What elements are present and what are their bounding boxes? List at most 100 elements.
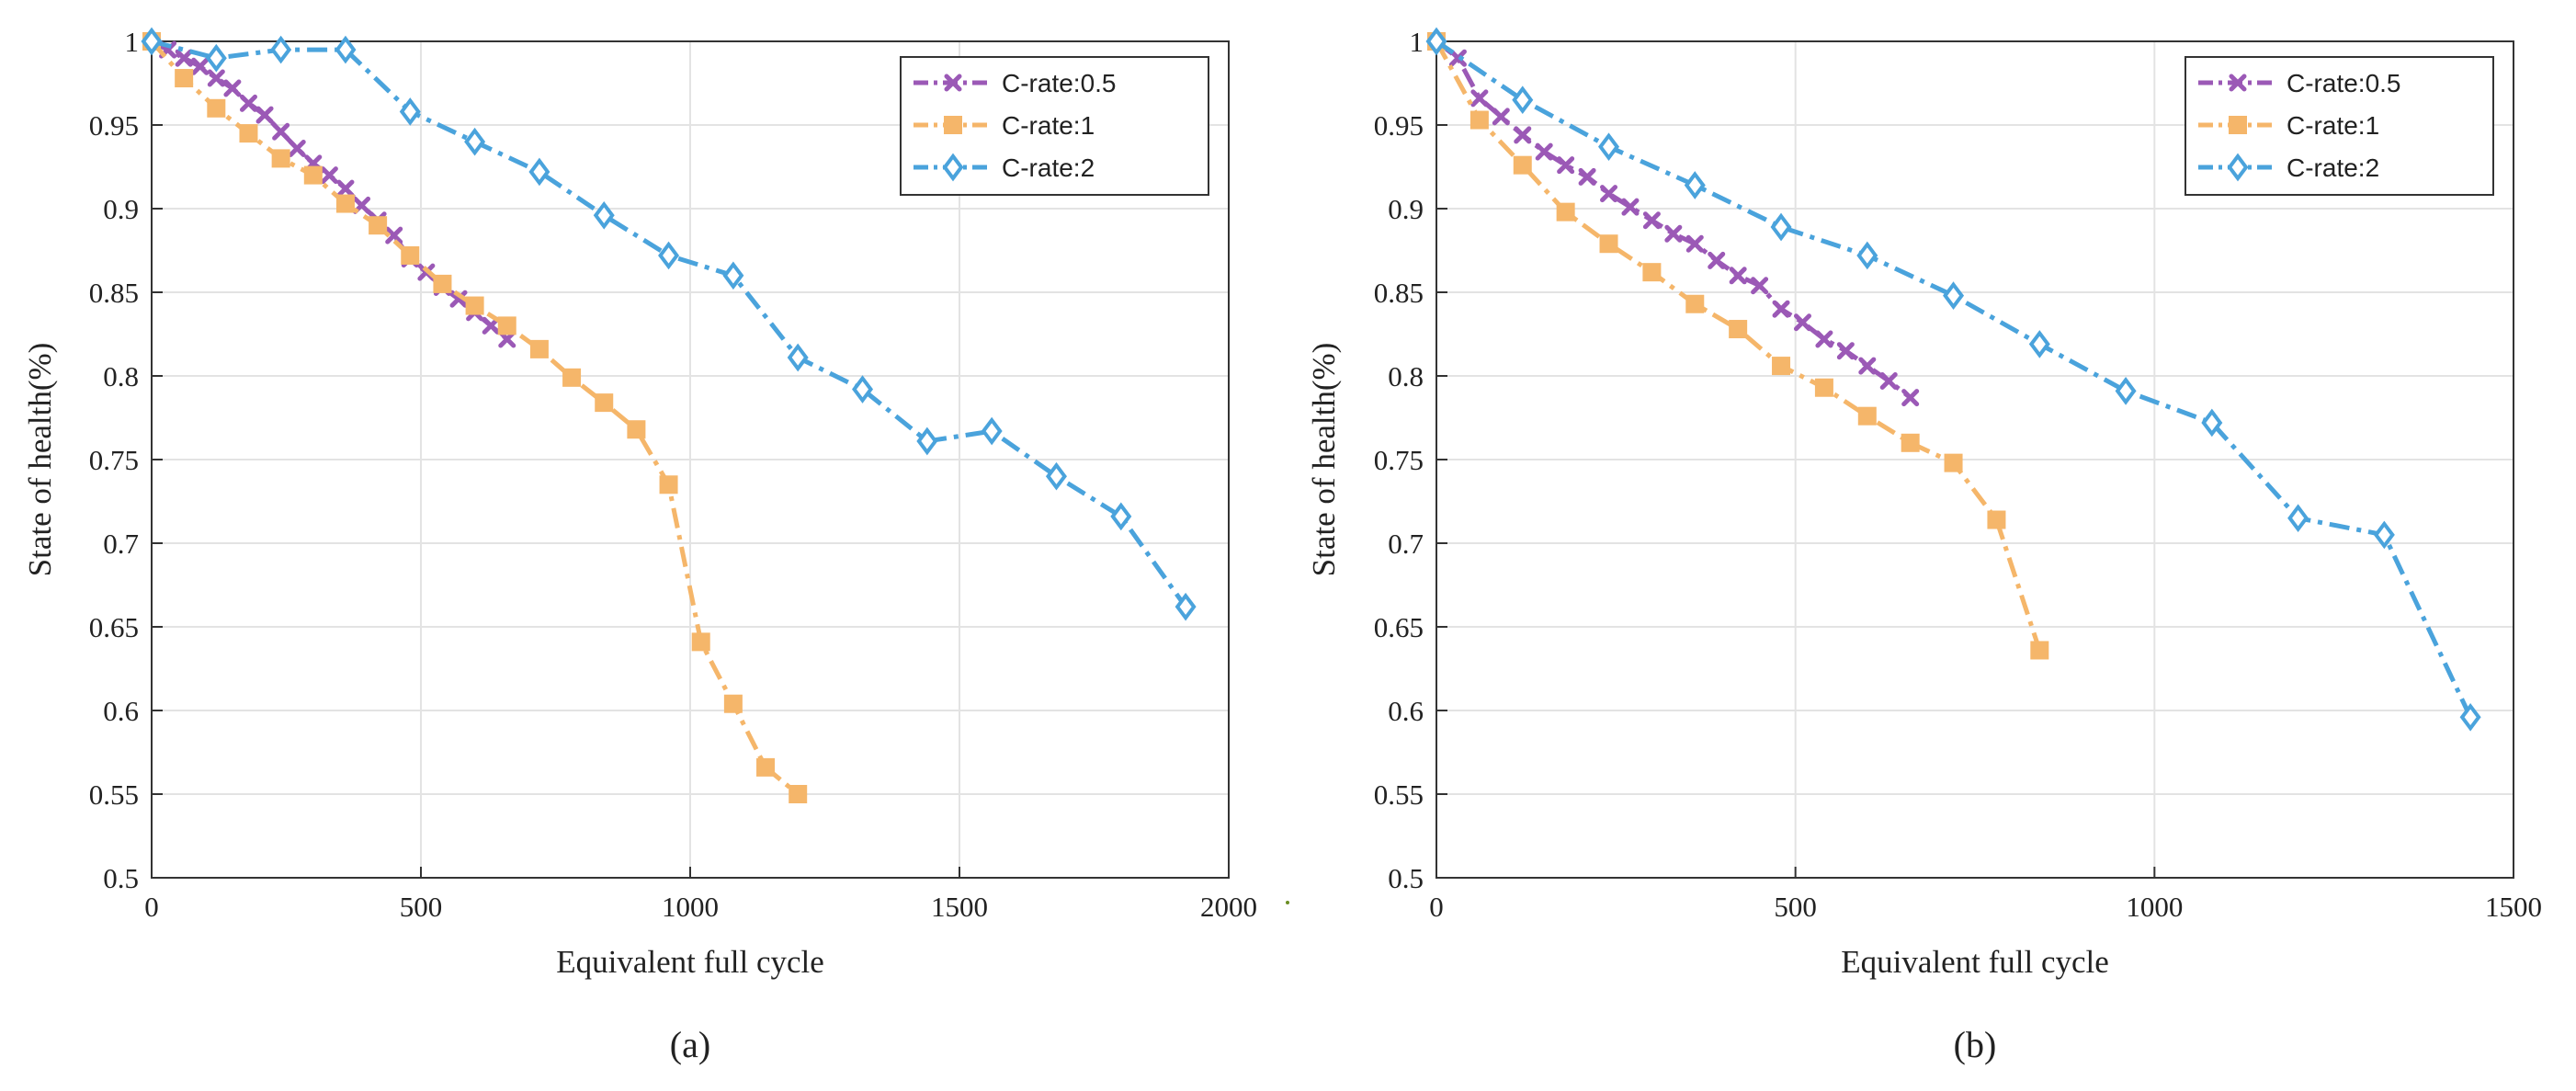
data-point-b-0-15 — [1751, 277, 1769, 295]
data-point-a-1-15 — [627, 420, 646, 439]
series-line-a-1 — [150, 40, 800, 796]
chart-panel-b: 0 500 1000 1500 0.5 0.55 0.6 0.65 0.7 0.75 0.8 0.85… — [1306, 26, 2542, 1065]
data-point-b-2-12 — [2459, 702, 2481, 732]
data-point-b-2-4 — [1770, 212, 1792, 242]
chart-panel-a: 0 500 1000 1500 2000 0.5 0.55 0.6 0.65 0.7 0.75 0.8… — [22, 26, 1257, 1065]
data-point-b-0-5 — [1535, 142, 1553, 161]
data-point-b-2-10 — [2287, 504, 2309, 533]
y-tick-label-a-4: 0.7 — [103, 528, 139, 560]
data-point-b-1-5 — [1642, 263, 1662, 282]
data-point-b-0-21 — [1879, 371, 1898, 390]
x-tick-label-b-0: 0 — [1429, 891, 1444, 923]
y-tick-label-b-4: 0.7 — [1388, 528, 1424, 560]
y-tick-label-a-8: 0.9 — [103, 193, 139, 225]
data-point-a-1-5 — [303, 165, 323, 185]
data-point-b-0-3 — [1492, 108, 1510, 126]
data-point-a-2-15 — [1110, 502, 1132, 531]
data-point-b-2-7 — [2028, 330, 2050, 358]
y-tick-label-b-5: 0.75 — [1374, 444, 1424, 476]
data-point-b-1-2 — [1513, 155, 1532, 175]
data-point-a-0-8 — [272, 122, 290, 141]
y-tick-label-a-2: 0.6 — [103, 695, 139, 727]
series-b-2 — [1425, 27, 2481, 732]
data-point-a-1-9 — [433, 274, 452, 293]
series-a-1 — [142, 32, 808, 803]
data-point-a-2-14 — [1045, 461, 1067, 491]
data-point-b-0-16 — [1772, 300, 1790, 318]
x-tick-label-b-3: 1500 — [2485, 891, 2542, 923]
data-point-a-1-10 — [465, 296, 484, 315]
data-point-a-0-4 — [207, 69, 225, 87]
data-point-b-2-3 — [1684, 171, 1706, 199]
data-point-b-1-14 — [2030, 641, 2049, 660]
data-point-a-2-8 — [658, 241, 680, 270]
data-point-a-2-12 — [916, 426, 938, 456]
legend-marker-a-1 — [944, 116, 962, 134]
data-point-b-1-12 — [1944, 453, 1963, 472]
data-point-a-2-7 — [593, 200, 615, 230]
data-point-a-1-14 — [595, 393, 614, 413]
data-point-a-0-12 — [336, 179, 355, 198]
grid-a — [151, 40, 1230, 879]
data-point-b-0-22 — [1901, 389, 1920, 407]
data-point-b-1-6 — [1685, 294, 1705, 313]
data-point-a-0-21 — [482, 316, 500, 335]
legend-marker-a-2 — [942, 153, 964, 182]
y-tick-label-b-10: 1 — [1410, 26, 1424, 58]
legend-a: C-rate:0.5 C-rate:1 C-rate:2 — [900, 56, 1209, 196]
legend-label-a-2: C-rate:2 — [1002, 153, 1095, 182]
data-point-a-1-11 — [497, 316, 516, 335]
data-point-b-0-13 — [1708, 251, 1726, 269]
y-tick-label-b-3: 0.65 — [1374, 611, 1424, 643]
data-point-a-1-19 — [756, 757, 776, 777]
data-point-a-1-7 — [369, 216, 388, 235]
data-point-a-0-7 — [255, 106, 274, 124]
data-point-a-1-3 — [239, 124, 258, 143]
data-point-a-2-5 — [464, 127, 486, 156]
x-axis-label-b: Equivalent full cycle — [1841, 944, 2109, 980]
data-point-b-1-1 — [1470, 110, 1489, 130]
data-point-b-2-5 — [1856, 241, 1878, 270]
data-point-a-1-4 — [271, 149, 290, 168]
data-point-a-2-2 — [270, 35, 292, 64]
x-tick-label-a-2: 1000 — [662, 891, 719, 923]
legend-marker-b-2 — [2227, 153, 2249, 182]
data-point-a-2-9 — [722, 261, 744, 290]
data-point-b-0-12 — [1685, 234, 1704, 253]
y-tick-label-b-7: 0.85 — [1374, 277, 1424, 309]
data-point-b-1-9 — [1814, 378, 1833, 397]
data-point-a-2-16 — [1175, 592, 1197, 621]
data-point-b-0-10 — [1642, 211, 1661, 230]
data-point-a-1-2 — [207, 98, 226, 118]
data-point-a-2-4 — [399, 97, 421, 126]
legend-label-a-0: C-rate:0.5 — [1002, 69, 1117, 97]
legend-label-b-1: C-rate:1 — [2287, 111, 2379, 140]
x-tick-label-a-4: 2000 — [1200, 891, 1257, 923]
data-point-a-1-12 — [529, 339, 549, 358]
legend-marker-b-1 — [2229, 116, 2247, 134]
ticks-a: 0 500 1000 1500 2000 0.5 0.55 0.6 0.65 0.7 0.75 0.8… — [89, 26, 1257, 923]
caption-b: (b) — [1954, 1024, 1997, 1065]
data-point-b-1-7 — [1729, 320, 1748, 339]
legend-marker-b-0 — [2229, 74, 2247, 92]
y-tick-label-a-10: 1 — [125, 26, 140, 58]
y-tick-label-a-5: 0.75 — [89, 444, 139, 476]
data-point-a-0-9 — [288, 139, 306, 157]
series-layer-a — [141, 27, 1197, 803]
data-point-a-2-13 — [981, 416, 1003, 446]
data-point-a-1-1 — [175, 69, 194, 88]
data-point-b-0-18 — [1815, 330, 1833, 348]
data-point-b-0-1 — [1448, 49, 1467, 67]
data-point-b-2-8 — [2115, 377, 2137, 405]
y-tick-label-a-7: 0.85 — [89, 277, 139, 309]
data-point-b-1-13 — [1987, 510, 2006, 529]
data-point-a-1-18 — [723, 694, 743, 713]
data-point-a-2-6 — [528, 157, 550, 187]
data-point-a-1-16 — [659, 475, 678, 494]
data-point-b-0-9 — [1621, 198, 1640, 216]
data-point-b-0-11 — [1664, 224, 1683, 243]
data-point-a-2-3 — [335, 35, 357, 64]
data-point-b-1-8 — [1772, 357, 1791, 376]
data-point-a-2-0 — [141, 27, 163, 56]
